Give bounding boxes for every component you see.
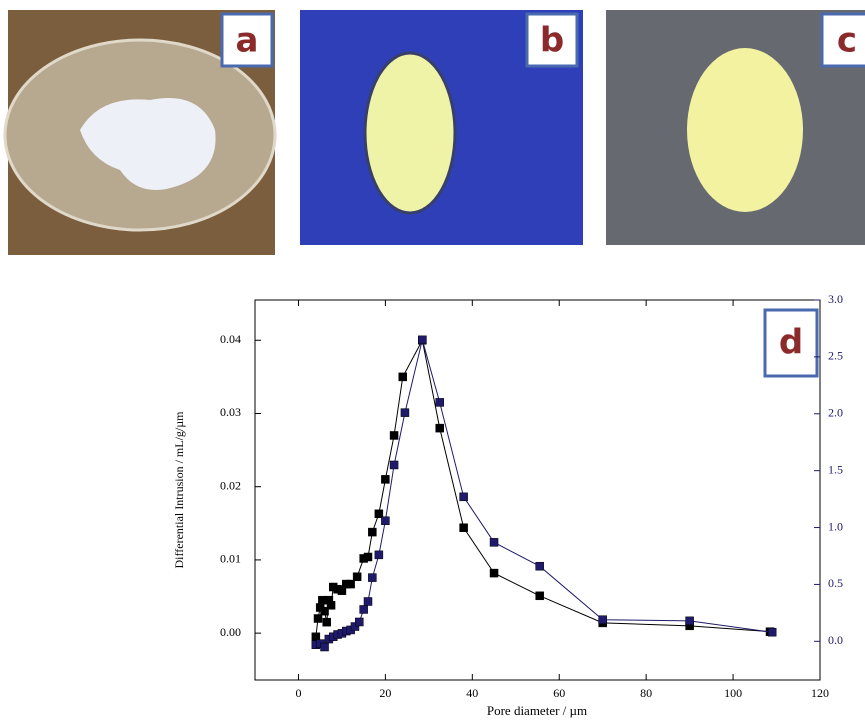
- y2-tick-label: 2.5: [828, 349, 843, 363]
- data-point: [435, 398, 444, 407]
- x-axis-label: Pore diameter / µm: [487, 703, 587, 718]
- data-point: [598, 615, 607, 624]
- panel-label: c: [837, 21, 857, 61]
- data-point: [337, 586, 347, 595]
- photo-b: b: [300, 10, 583, 245]
- series-line: [315, 339, 773, 648]
- data-point: [459, 492, 468, 502]
- x-tick-label: 100: [724, 686, 742, 700]
- y-tick-label: 0.04: [220, 332, 241, 346]
- data-point: [400, 408, 410, 417]
- x-tick-label: 80: [640, 686, 652, 700]
- panel-label: b: [540, 21, 564, 61]
- y2-tick-label: 2.0: [828, 406, 843, 420]
- data-point: [363, 597, 373, 606]
- y-tick-label: 0.01: [220, 552, 241, 566]
- data-point: [374, 509, 384, 519]
- data-point: [489, 568, 499, 578]
- data-point: [535, 561, 544, 571]
- y2-tick-label: 1.5: [828, 462, 843, 476]
- data-point: [389, 431, 399, 440]
- photo-c: c: [606, 10, 865, 245]
- y-tick-label: 0.03: [220, 405, 241, 419]
- data-point: [381, 516, 390, 525]
- data-point: [489, 538, 499, 547]
- data-point: [363, 552, 373, 562]
- x-tick-label: 0: [295, 686, 301, 700]
- data-point: [368, 527, 377, 537]
- plot-frame: [254, 299, 821, 681]
- panel-label: a: [236, 21, 259, 61]
- data-point: [359, 605, 368, 614]
- x-tick-label: 120: [811, 686, 829, 700]
- y-tick-label: 0.02: [220, 478, 241, 492]
- data-point: [313, 614, 323, 623]
- y2-tick-label: 0.0: [828, 633, 843, 647]
- x-tick-label: 40: [466, 686, 478, 700]
- data-point: [322, 617, 331, 627]
- data-point: [368, 573, 377, 582]
- y2-tick-label: 1.0: [828, 519, 843, 533]
- data-point: [320, 606, 329, 616]
- data-point: [320, 642, 329, 652]
- data-point: [767, 627, 777, 637]
- y2-tick-label: 3.0: [828, 292, 843, 306]
- x-tick-label: 60: [553, 686, 565, 700]
- photo-a: a: [3, 10, 277, 255]
- y2-tick-label: 0.5: [828, 576, 843, 590]
- y-tick-label: 0.00: [220, 625, 241, 639]
- data-point: [326, 601, 336, 610]
- data-point: [535, 591, 544, 601]
- data-point: [418, 335, 427, 345]
- label-box: [763, 308, 819, 378]
- y-axis-label: Differential Intrusion / mL/g/µm: [172, 411, 186, 569]
- x-tick-label: 20: [379, 686, 391, 700]
- data-point: [398, 372, 408, 382]
- data-point: [435, 423, 444, 433]
- data-point: [352, 572, 362, 582]
- data-point: [381, 475, 390, 484]
- data-point: [355, 617, 364, 627]
- panel-label: d: [779, 323, 803, 363]
- data-point: [685, 616, 694, 626]
- data-point: [459, 523, 468, 532]
- data-point: [350, 622, 360, 631]
- data-point: [374, 550, 384, 560]
- data-point: [346, 579, 355, 589]
- data-point: [389, 460, 399, 470]
